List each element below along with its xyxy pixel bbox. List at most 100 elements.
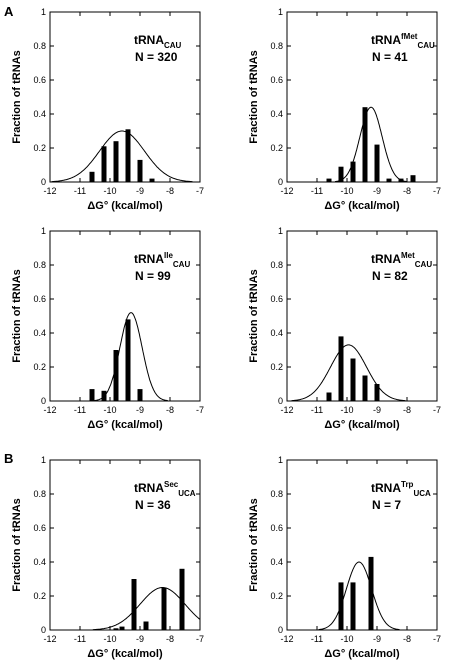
y-axis-title: Fraction of tRNAs <box>248 50 260 144</box>
sample-size-label: N = 320 <box>135 50 178 64</box>
histogram-bar <box>368 556 374 630</box>
y-tick-label: 0.8 <box>33 41 46 51</box>
y-tick-label: 0 <box>41 177 46 187</box>
y-tick-label: 1 <box>41 455 46 465</box>
x-tick-label: -9 <box>136 405 144 415</box>
histogram-bar <box>149 178 155 182</box>
plot-frame <box>49 230 201 402</box>
x-tick-label: -11 <box>311 634 323 644</box>
x-axis-title: ΔG° (kcal/mol) <box>87 648 163 660</box>
y-tick-label: 0.6 <box>33 75 46 85</box>
x-tick-label: -7 <box>433 405 441 415</box>
y-tick-label: 0 <box>41 625 46 635</box>
histogram-bar <box>101 146 107 182</box>
x-tick-label: -8 <box>166 405 174 415</box>
x-tick-label: -12 <box>43 634 56 644</box>
y-tick-label: 0.4 <box>33 109 46 119</box>
panel-title: tRNACAU <box>134 33 182 50</box>
x-tick-label: -10 <box>340 634 353 644</box>
x-tick-label: -10 <box>103 405 116 415</box>
histogram-bar <box>89 389 95 401</box>
y-tick-label: 0 <box>278 177 283 187</box>
y-tick-label: 1 <box>41 226 46 236</box>
y-tick-label: 1 <box>278 7 283 17</box>
fit-curve <box>334 106 408 183</box>
x-tick-label: -9 <box>373 405 381 415</box>
x-tick-label: -9 <box>373 634 381 644</box>
histogram-bar <box>137 389 143 401</box>
panel-title: tRNAIleCAU <box>134 251 190 269</box>
y-tick-label: 0 <box>41 396 46 406</box>
panel-title: tRNASecUCA <box>134 480 196 498</box>
histogram-bar <box>374 384 380 401</box>
x-tick-label: -7 <box>433 634 441 644</box>
panel-title: tRNAfMetCAU <box>371 32 435 50</box>
y-tick-label: 0.6 <box>33 523 46 533</box>
x-axis-title: ΔG° (kcal/mol) <box>324 648 400 660</box>
plot-frame <box>286 230 438 402</box>
x-tick-label: -12 <box>43 405 56 415</box>
section-label-b: B <box>4 451 13 466</box>
fit-curve <box>51 130 193 183</box>
sample-size-label: N = 99 <box>135 269 171 283</box>
x-axis-title: ΔG° (kcal/mol) <box>87 419 163 431</box>
histogram-bar <box>161 587 167 630</box>
x-tick-label: -11 <box>74 186 86 196</box>
x-tick-label: -8 <box>403 405 411 415</box>
sample-size-label: N = 82 <box>372 269 408 283</box>
chart-panel: -12 -11 -10 -9 -8 -7 0 0.2 0.4 0.6 0.8 1 ΔG° (kcal/m… <box>248 455 441 660</box>
histogram-bar <box>410 175 416 182</box>
y-tick-label: 0 <box>278 396 283 406</box>
y-axis-title: Fraction of tRNAs <box>11 498 23 592</box>
x-tick-label: -10 <box>103 634 116 644</box>
plot-frame <box>286 11 438 183</box>
histogram-bar <box>338 166 344 182</box>
y-tick-label: 0.8 <box>33 489 46 499</box>
x-tick-label: -12 <box>280 186 293 196</box>
y-axis-title: Fraction of tRNAs <box>11 269 23 363</box>
y-tick-label: 1 <box>278 455 283 465</box>
x-tick-label: -8 <box>166 186 174 196</box>
histogram-bar <box>338 336 344 401</box>
histogram-bar <box>113 628 119 630</box>
plot-frame <box>49 11 201 183</box>
y-tick-label: 0.6 <box>270 75 283 85</box>
y-tick-label: 0.4 <box>33 557 46 567</box>
x-axis-title: ΔG° (kcal/mol) <box>324 200 400 212</box>
fit-curve <box>92 587 201 631</box>
fit-curve <box>291 344 406 402</box>
y-tick-label: 0.4 <box>270 328 283 338</box>
y-tick-label: 0.6 <box>33 294 46 304</box>
x-tick-label: -10 <box>103 186 116 196</box>
y-axis-title: Fraction of tRNAs <box>248 269 260 363</box>
histogram-bar <box>137 159 143 182</box>
histogram-bar <box>125 319 131 401</box>
sample-size-label: N = 36 <box>135 498 171 512</box>
y-tick-label: 0.2 <box>33 143 46 153</box>
x-tick-label: -10 <box>340 186 353 196</box>
histogram-bar <box>350 358 356 401</box>
x-tick-label: -8 <box>403 186 411 196</box>
plot-frame <box>49 459 201 631</box>
y-tick-label: 1 <box>41 7 46 17</box>
y-tick-label: 0.6 <box>270 523 283 533</box>
section-label-a: A <box>4 4 14 19</box>
chart-panel: -12 -11 -10 -9 -8 -7 0 0.2 0.4 0.6 0.8 1 ΔG° (kcal/m… <box>248 7 441 212</box>
histogram-bar <box>350 582 356 630</box>
x-axis-title: ΔG° (kcal/mol) <box>87 200 163 212</box>
histogram-bar <box>89 171 95 182</box>
y-tick-label: 0.2 <box>270 143 283 153</box>
histogram-bar <box>119 626 125 630</box>
chart-panels: -12 -11 -10 -9 -8 -7 0 0.2 0.4 0.6 0.8 1 ΔG° (kcal/m… <box>11 7 441 660</box>
histogram-bar <box>350 161 356 182</box>
y-tick-label: 0.8 <box>270 41 283 51</box>
y-axis-title: Fraction of tRNAs <box>11 50 23 144</box>
histogram-bar <box>113 350 119 401</box>
chart-panel: -12 -11 -10 -9 -8 -7 0 0.2 0.4 0.6 0.8 1 ΔG° (kcal/m… <box>11 226 204 431</box>
histogram-bar <box>125 129 131 182</box>
x-tick-label: -7 <box>433 186 441 196</box>
panel-title: tRNATrpUCA <box>371 480 431 498</box>
y-tick-label: 0.8 <box>270 489 283 499</box>
x-tick-label: -7 <box>196 186 204 196</box>
sample-size-label: N = 41 <box>372 50 408 64</box>
